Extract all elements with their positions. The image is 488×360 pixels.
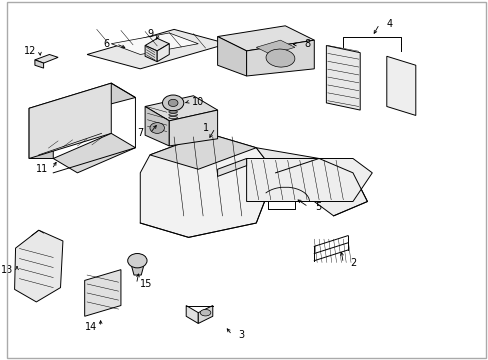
Polygon shape xyxy=(186,306,198,323)
Polygon shape xyxy=(325,45,360,110)
Polygon shape xyxy=(246,40,314,76)
Text: 5: 5 xyxy=(314,202,321,212)
Polygon shape xyxy=(198,306,212,323)
Polygon shape xyxy=(145,45,157,62)
Polygon shape xyxy=(256,148,333,187)
Text: 2: 2 xyxy=(349,258,355,268)
Polygon shape xyxy=(246,158,371,202)
Polygon shape xyxy=(35,54,58,63)
Text: 15: 15 xyxy=(140,279,152,289)
Circle shape xyxy=(168,99,178,107)
Polygon shape xyxy=(87,30,227,69)
Text: 6: 6 xyxy=(103,39,109,49)
Polygon shape xyxy=(15,230,63,302)
Text: 13: 13 xyxy=(1,265,14,275)
Text: 1: 1 xyxy=(202,123,208,133)
Polygon shape xyxy=(145,39,169,51)
Text: 8: 8 xyxy=(304,40,309,49)
Text: 3: 3 xyxy=(238,330,244,340)
Polygon shape xyxy=(29,108,53,158)
Polygon shape xyxy=(111,33,198,54)
Polygon shape xyxy=(145,96,217,121)
Polygon shape xyxy=(53,134,135,173)
Polygon shape xyxy=(256,40,294,54)
Polygon shape xyxy=(169,110,217,146)
Polygon shape xyxy=(29,83,135,119)
Text: 7: 7 xyxy=(137,129,143,138)
Circle shape xyxy=(150,123,164,134)
Polygon shape xyxy=(131,266,143,275)
Text: 12: 12 xyxy=(24,46,36,56)
Ellipse shape xyxy=(265,49,294,67)
Circle shape xyxy=(162,95,183,111)
Text: 11: 11 xyxy=(36,164,48,174)
Polygon shape xyxy=(217,158,246,176)
Polygon shape xyxy=(140,134,275,237)
Polygon shape xyxy=(84,270,121,316)
Polygon shape xyxy=(157,44,169,62)
Polygon shape xyxy=(275,158,366,216)
Polygon shape xyxy=(217,26,314,51)
Polygon shape xyxy=(217,37,246,76)
Text: 14: 14 xyxy=(84,322,97,332)
Polygon shape xyxy=(29,83,111,158)
Polygon shape xyxy=(150,134,256,169)
Text: 4: 4 xyxy=(386,19,391,29)
Text: 9: 9 xyxy=(147,29,154,39)
Text: 10: 10 xyxy=(192,97,204,107)
Circle shape xyxy=(127,253,147,268)
Polygon shape xyxy=(145,107,169,146)
Polygon shape xyxy=(35,60,43,68)
Ellipse shape xyxy=(200,310,210,316)
Polygon shape xyxy=(386,56,415,116)
